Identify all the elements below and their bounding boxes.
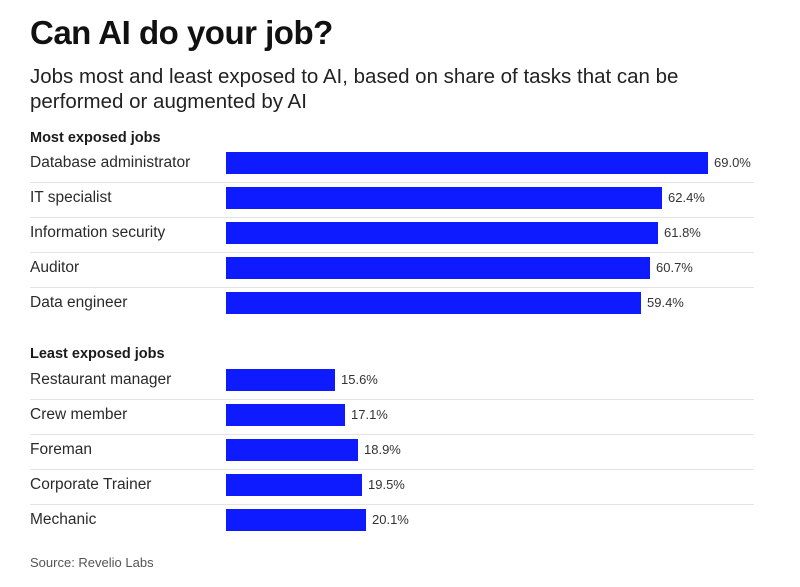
bar-label: Mechanic	[30, 511, 97, 528]
bar-row: Foreman 18.9%	[30, 434, 754, 470]
bar	[226, 292, 641, 314]
bar	[226, 369, 335, 391]
chart-source: Source: Revelio Labs	[30, 555, 154, 570]
bar-label: Corporate Trainer	[30, 476, 152, 493]
bar-row: Database administrator 69.0%	[30, 147, 754, 183]
bar	[226, 152, 708, 174]
chart-subtitle: Jobs most and least exposed to AI, based…	[30, 65, 679, 113]
bar	[226, 439, 358, 461]
bar	[226, 474, 362, 496]
bar-value-label: 59.4%	[647, 295, 684, 310]
bar-value-label: 19.5%	[368, 477, 405, 492]
bar-label: Auditor	[30, 259, 80, 276]
bar-label: Restaurant manager	[30, 371, 172, 388]
bar-row: Mechanic 20.1%	[30, 504, 754, 539]
bar	[226, 509, 366, 531]
bar	[226, 187, 662, 209]
bar-value-label: 60.7%	[656, 260, 693, 275]
bar-label: Database administrator	[30, 154, 191, 171]
bar-value-label: 62.4%	[668, 190, 705, 205]
bar-value-label: 20.1%	[372, 512, 409, 527]
section-heading-least-exposed: Least exposed jobs	[30, 346, 165, 362]
bar-row: Corporate Trainer 19.5%	[30, 469, 754, 505]
bar-row: Data engineer 59.4%	[30, 287, 754, 322]
bar-value-label: 17.1%	[351, 407, 388, 422]
bar-row: Auditor 60.7%	[30, 252, 754, 288]
bar-label: Crew member	[30, 406, 128, 423]
bar-row: Information security 61.8%	[30, 217, 754, 253]
bar-row: Restaurant manager 15.6%	[30, 364, 754, 400]
bar-label: Data engineer	[30, 294, 128, 311]
bar-value-label: 61.8%	[664, 225, 701, 240]
bar-value-label: 18.9%	[364, 442, 401, 457]
bar-row: IT specialist 62.4%	[30, 182, 754, 218]
bar	[226, 257, 650, 279]
bar-label: IT specialist	[30, 189, 112, 206]
bar	[226, 404, 345, 426]
bar-label: Foreman	[30, 441, 93, 458]
bar-label: Information security	[30, 224, 166, 241]
section-heading-most-exposed: Most exposed jobs	[30, 130, 161, 146]
bar-value-label: 15.6%	[341, 372, 378, 387]
chart-title: Can AI do your job?	[30, 14, 333, 51]
bar	[226, 222, 658, 244]
bar-row: Crew member 17.1%	[30, 399, 754, 435]
bar-value-label: 69.0%	[714, 155, 751, 170]
